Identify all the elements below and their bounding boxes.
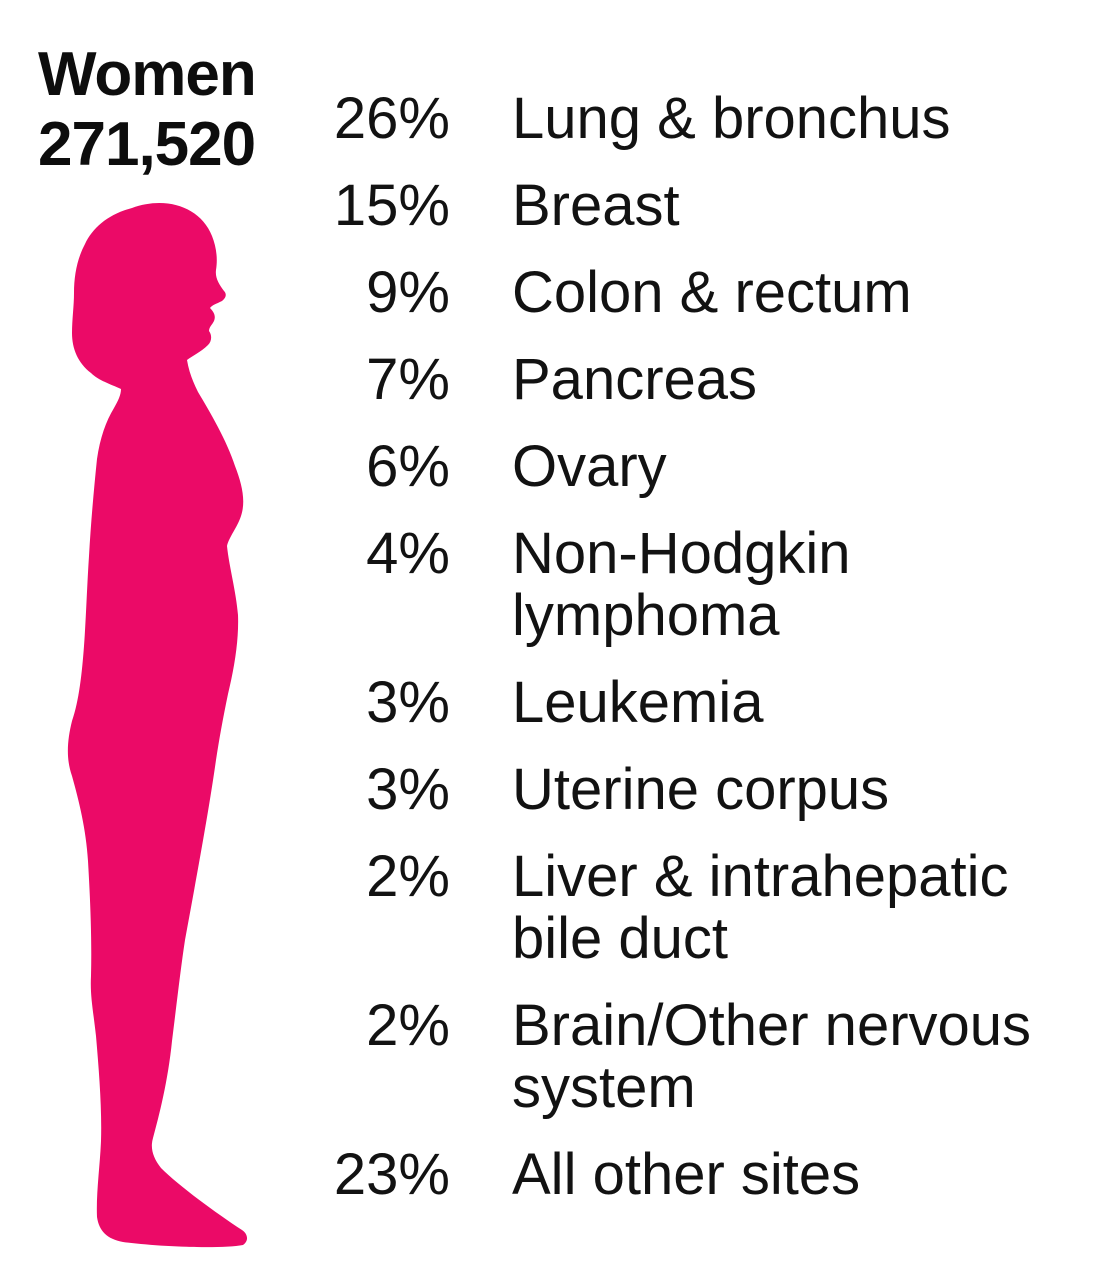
item-percent: 2% (366, 993, 450, 1058)
item-percent: 6% (366, 434, 450, 499)
item-percent: 3% (366, 670, 450, 735)
title-total: 271,520 (38, 110, 256, 179)
item-percent: 9% (366, 260, 450, 325)
item-percent: 4% (366, 521, 450, 586)
list-item: 2% Brain/Other nervous system (0, 995, 1060, 1119)
title-group: Women (38, 40, 257, 109)
item-label: Colon & rectum (512, 260, 912, 325)
item-percent: 3% (366, 757, 450, 822)
item-percent: 23% (333, 1142, 450, 1207)
woman-silhouette-shape (67, 203, 248, 1248)
item-percent: 7% (366, 347, 450, 412)
cancer-site-list: 26% Lung & bronchus 15% Breast 9% Colon … (0, 88, 1060, 1231)
item-label: Leukemia (512, 670, 764, 735)
list-item: 7% Pancreas (0, 349, 1060, 411)
item-label: Liver & intrahepatic bile duct (512, 844, 1009, 971)
item-percent: 15% (333, 173, 450, 238)
item-percent: 26% (333, 86, 450, 151)
item-label: All other sites (512, 1142, 861, 1207)
item-percent: 2% (366, 844, 450, 909)
item-label: Pancreas (512, 347, 758, 412)
item-label: Lung & bronchus (512, 86, 951, 151)
list-item: 2% Liver & intrahepatic bile duct (0, 846, 1060, 970)
list-item: 23% All other sites (0, 1144, 1060, 1206)
list-item: 9% Colon & rectum (0, 262, 1060, 324)
list-item: 6% Ovary (0, 436, 1060, 498)
list-item: 3% Leukemia (0, 672, 1060, 734)
list-item: 15% Breast (0, 175, 1060, 237)
figure-title: Women 271,520 (38, 40, 257, 180)
list-item: 4% Non-Hodgkin lymphoma (0, 523, 1060, 647)
item-label: Uterine corpus (512, 757, 890, 822)
item-label: Brain/Other nervous system (512, 993, 1032, 1120)
item-label: Ovary (512, 434, 667, 499)
item-label: Non-Hodgkin lymphoma (512, 521, 851, 648)
list-item: 26% Lung & bronchus (0, 88, 1060, 150)
list-item: 3% Uterine corpus (0, 759, 1060, 821)
item-label: Breast (512, 173, 680, 238)
